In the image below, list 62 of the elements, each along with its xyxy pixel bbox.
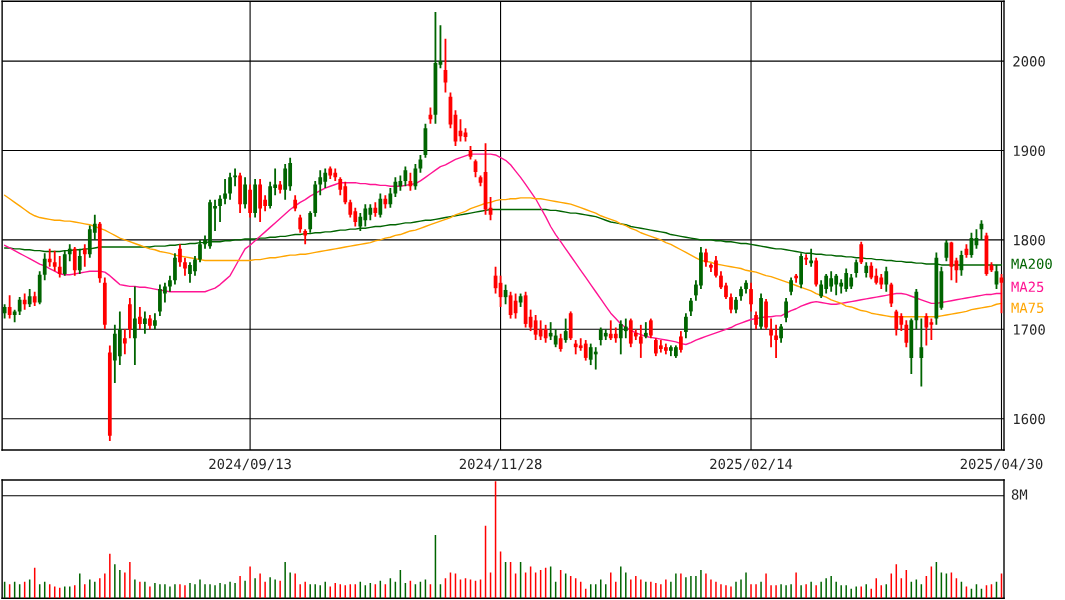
candlestick [729,292,733,315]
series-label: MA200 [1011,258,1052,269]
candlestick [548,321,553,341]
candlestick [122,328,127,356]
y-tick-label: 1700 [1014,324,1045,335]
candlestick [779,323,783,344]
candlestick [889,281,894,308]
candlestick [248,183,252,219]
candlestick [223,178,227,206]
candlestick [283,163,288,201]
candlestick [999,272,1004,315]
candlestick [173,252,177,286]
candlestick [804,253,809,266]
candlestick [924,312,929,347]
x-tick-label: 2024/11/28 [459,458,542,471]
candlestick [894,308,899,337]
candlestick [318,169,323,197]
candlestick [859,240,864,265]
candlestick [72,246,77,277]
candlestick [243,176,247,210]
y-tick-label: 2000 [1013,56,1045,67]
y-tick-label: 1600 [1014,413,1045,425]
candlestick [774,323,778,359]
candlestick [919,317,924,388]
y-tick-label: 1800 [1014,234,1045,246]
candlestick [57,255,62,279]
candlestick [684,312,688,340]
candlestick [784,297,788,324]
candlestick [378,192,383,219]
candlestick [388,187,393,209]
candlestick [393,176,398,198]
candlestick [769,317,773,349]
candlestick [563,317,568,344]
series-label: MA75 [1011,302,1044,313]
candlestick [218,194,222,223]
candlestick [679,330,683,354]
candlestick [52,249,57,273]
candlestick [648,317,653,340]
candlestick [583,339,588,362]
candlestick [7,294,12,320]
candlestick [138,306,142,331]
candlestick [228,171,232,201]
candlestick [749,281,753,313]
candlestick [82,243,87,268]
candlestick [638,323,643,359]
candlestick [178,243,182,268]
candlestick [623,317,628,340]
candlestick [133,285,137,366]
y-tick-label: 1900 [1014,145,1045,157]
x-tick-label: 2024/09/13 [209,458,291,471]
candlestick [884,265,889,293]
candlestick [904,319,909,349]
candlestick [47,247,52,268]
candlestick [643,321,648,340]
x-tick-label: 2025/02/14 [710,458,793,471]
candlestick [143,310,147,335]
ref-line-label: 8M [1011,489,1028,500]
series-label: MA25 [1011,281,1044,293]
candlestick [438,24,443,70]
candlestick [694,279,698,302]
x-tick-label: 2025/04/30 [960,458,1043,471]
candlestick [268,180,273,210]
